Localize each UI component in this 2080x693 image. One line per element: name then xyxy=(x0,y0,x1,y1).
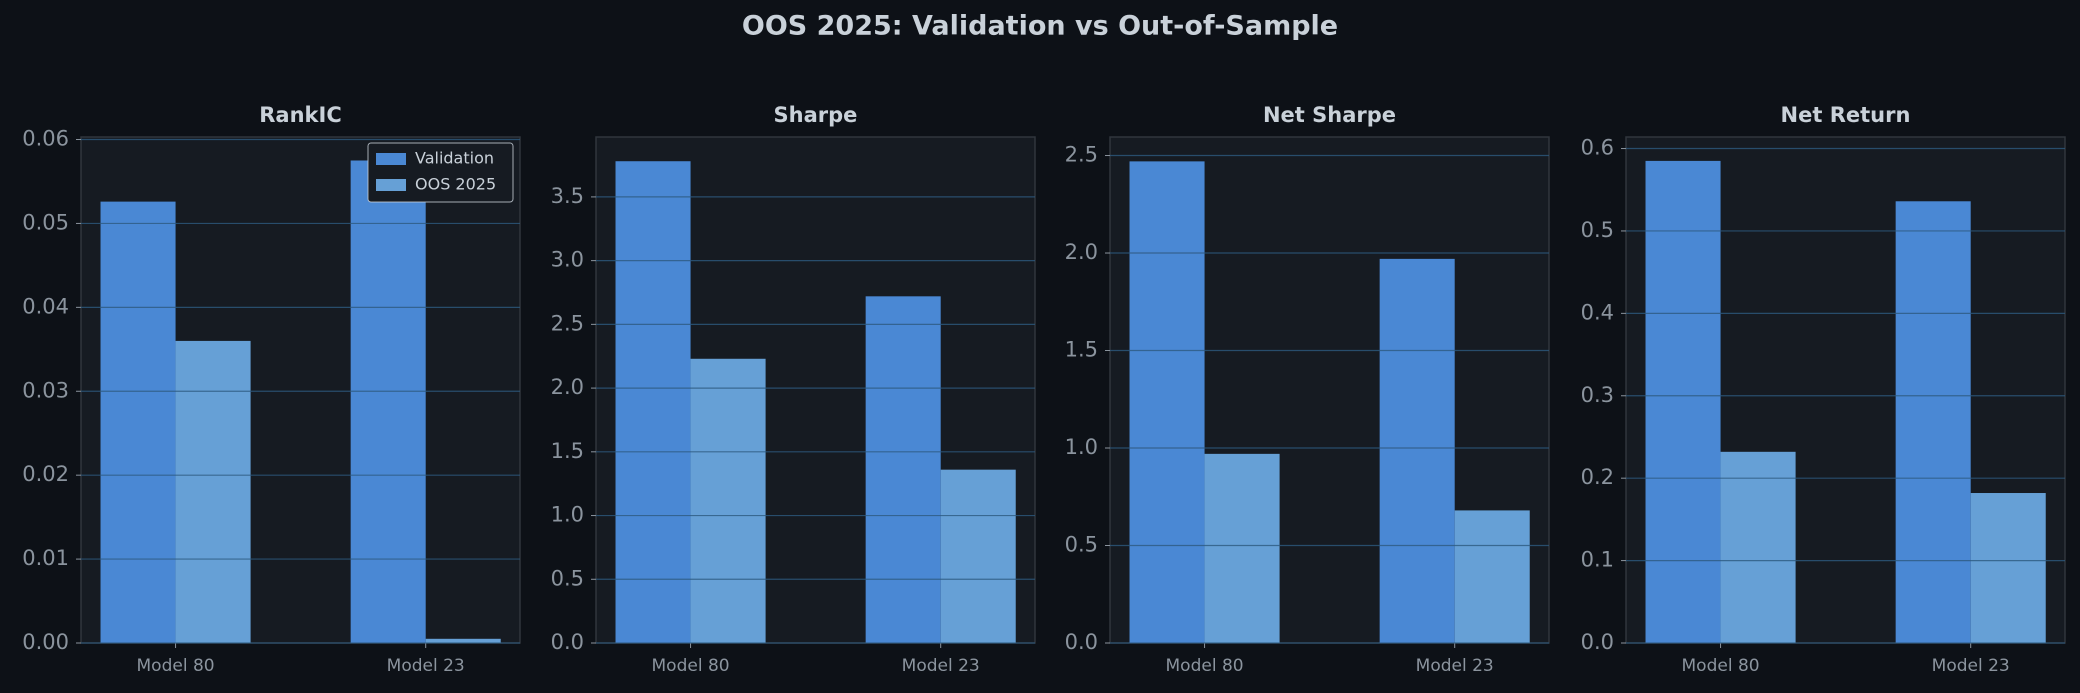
y-tick-label: 1.0 xyxy=(1065,435,1098,459)
legend-label: OOS 2025 xyxy=(415,175,496,194)
bar xyxy=(940,469,1016,643)
bar xyxy=(615,161,691,644)
y-tick-label: 2.0 xyxy=(1065,240,1098,264)
bar xyxy=(1895,201,1971,643)
y-tick-label: 0.6 xyxy=(1581,136,1614,160)
legend-swatch xyxy=(376,153,406,165)
y-tick-label: 0.1 xyxy=(1581,548,1614,572)
y-tick-label: 0.05 xyxy=(22,210,69,234)
y-tick-label: 0.03 xyxy=(22,378,69,402)
y-tick-label: 1.0 xyxy=(551,503,584,527)
y-tick-label: 3.5 xyxy=(551,184,584,208)
subplot-title: Net Sharpe xyxy=(1263,103,1396,127)
y-tick-label: 1.5 xyxy=(551,439,584,463)
x-tick-label: Model 23 xyxy=(1416,656,1494,676)
y-tick-label: 0.0 xyxy=(1581,630,1614,654)
legend-label: Validation xyxy=(415,149,494,168)
x-tick-label: Model 80 xyxy=(652,656,730,676)
y-tick-label: 0.4 xyxy=(1581,300,1614,324)
bar xyxy=(350,160,426,643)
y-tick-label: 1.5 xyxy=(1065,338,1098,362)
x-tick-label: Model 23 xyxy=(1932,656,2010,676)
y-tick-label: 0.06 xyxy=(22,127,69,151)
y-tick-label: 0.01 xyxy=(22,546,69,570)
bar xyxy=(1645,160,1721,643)
x-tick-label: Model 23 xyxy=(902,656,980,676)
bar xyxy=(175,340,251,643)
y-tick-label: 3.0 xyxy=(551,248,584,272)
subplot-title: RankIC xyxy=(259,103,341,127)
y-tick-label: 2.5 xyxy=(1065,143,1098,167)
y-tick-label: 0.5 xyxy=(1065,533,1098,557)
bar xyxy=(1379,258,1455,643)
bar xyxy=(690,358,766,643)
y-tick-label: 0.0 xyxy=(1065,630,1098,654)
x-tick-label: Model 23 xyxy=(387,656,465,676)
y-tick-label: 2.0 xyxy=(551,375,584,399)
bar xyxy=(865,296,941,643)
x-tick-label: Model 80 xyxy=(137,656,215,676)
y-tick-label: 0.0 xyxy=(551,630,584,654)
legend-swatch xyxy=(376,179,406,191)
y-tick-label: 0.00 xyxy=(22,630,69,654)
bar xyxy=(100,201,176,644)
figure-title: OOS 2025: Validation vs Out-of-Sample xyxy=(742,11,1338,42)
x-tick-label: Model 80 xyxy=(1682,656,1760,676)
bar xyxy=(1129,161,1205,644)
bar xyxy=(1454,510,1530,643)
y-tick-label: 0.04 xyxy=(22,294,69,318)
x-tick-label: Model 80 xyxy=(1166,656,1244,676)
subplot-title: Net Return xyxy=(1781,103,1911,127)
y-tick-label: 0.5 xyxy=(1581,218,1614,242)
y-tick-label: 0.3 xyxy=(1581,383,1614,407)
y-tick-label: 2.5 xyxy=(551,311,584,335)
y-tick-label: 0.5 xyxy=(551,566,584,590)
bar xyxy=(1204,453,1280,643)
y-tick-label: 0.02 xyxy=(22,462,69,486)
subplot-title: Sharpe xyxy=(774,103,858,127)
bar xyxy=(1720,451,1796,643)
y-tick-label: 0.2 xyxy=(1581,465,1614,489)
bar xyxy=(425,638,501,643)
bar xyxy=(1970,493,2046,643)
